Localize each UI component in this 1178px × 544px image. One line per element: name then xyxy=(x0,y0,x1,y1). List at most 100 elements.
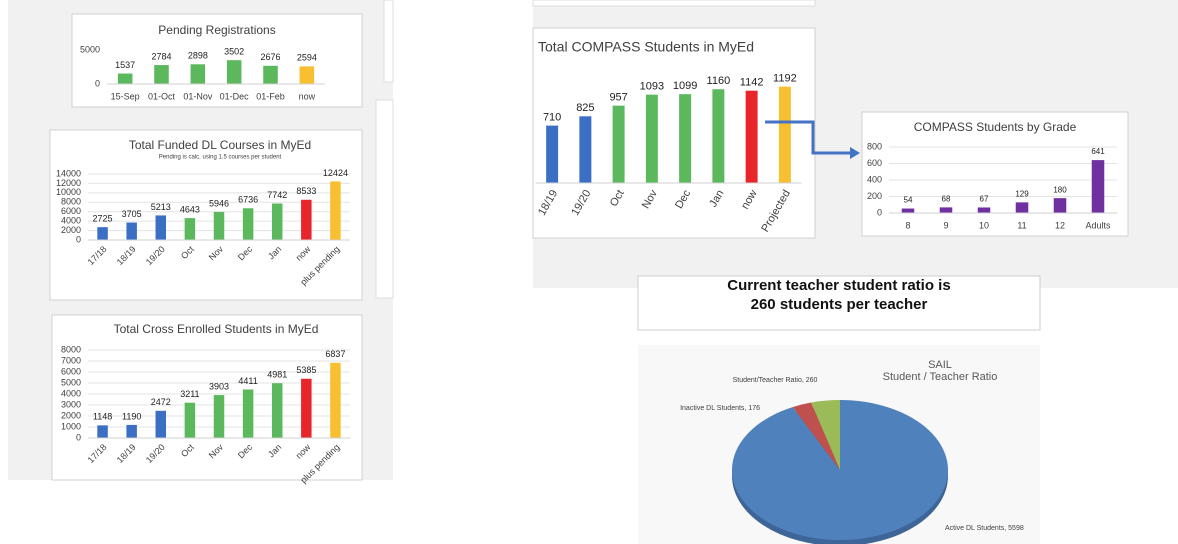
bar xyxy=(263,65,278,84)
y-tick-label: 6000 xyxy=(61,206,81,216)
x-tick-label: 01-Feb xyxy=(256,91,285,101)
chart-title: COMPASS Students by Grade xyxy=(914,120,1077,134)
bar xyxy=(579,116,592,183)
value-label: 54 xyxy=(904,196,913,205)
slice-label: Inactive DL Students, 176 xyxy=(680,405,760,412)
y-tick-label: 6000 xyxy=(61,366,81,376)
arrow-head xyxy=(850,147,860,159)
chart-box xyxy=(71,13,363,108)
bar xyxy=(213,211,225,240)
x-tick-label: 15-Sep xyxy=(111,91,140,101)
banner-line: Current teacher student ratio is xyxy=(727,277,950,294)
bar xyxy=(154,65,169,84)
value-label: 129 xyxy=(1015,189,1029,198)
x-tick-label: 11 xyxy=(1017,220,1026,230)
bar xyxy=(213,395,225,438)
y-tick-label: 2000 xyxy=(61,410,81,420)
value-label: 2594 xyxy=(297,53,317,63)
y-tick-label: 4000 xyxy=(61,216,81,226)
bar xyxy=(612,105,625,183)
y-tick-label: 14000 xyxy=(56,168,81,178)
x-tick-label: Adults xyxy=(1085,220,1111,230)
bar xyxy=(1053,198,1067,213)
bar xyxy=(184,402,196,438)
slice-label: Active DL Students, 5598 xyxy=(945,525,1024,532)
bar xyxy=(901,208,915,213)
arrow xyxy=(765,120,850,155)
y-tick-label: 200 xyxy=(867,191,882,201)
bar xyxy=(271,203,283,240)
value-label: 8533 xyxy=(296,186,316,196)
value-label: 5385 xyxy=(296,365,316,375)
x-tick-label: 9 xyxy=(943,220,948,230)
value-label: 7742 xyxy=(267,190,287,200)
y-tick-label: 2000 xyxy=(61,225,81,235)
x-tick-label: 01-Oct xyxy=(148,91,176,101)
chart-subtitle: Pending is calc. using 1.5 courses per s… xyxy=(159,155,282,161)
bar xyxy=(242,208,254,240)
value-label: 3705 xyxy=(122,209,142,219)
chart-title: Student / Teacher Ratio xyxy=(883,371,998,383)
bar xyxy=(546,125,559,183)
y-tick-label: 0 xyxy=(76,234,81,244)
y-tick-label: 800 xyxy=(867,141,882,151)
value-label: 2676 xyxy=(260,52,280,62)
value-label: 1093 xyxy=(640,81,664,93)
value-label: 4981 xyxy=(267,370,287,380)
bar xyxy=(301,199,312,240)
value-label: 4411 xyxy=(238,376,257,386)
bar xyxy=(190,64,206,84)
pie-slice xyxy=(792,402,840,470)
bar xyxy=(301,378,312,438)
bar xyxy=(271,383,283,438)
y-tick-label: 7000 xyxy=(61,355,81,365)
bar xyxy=(97,227,108,240)
bar xyxy=(117,73,133,84)
y-tick-label: 10000 xyxy=(56,187,81,197)
y-tick-label: 8000 xyxy=(61,344,81,354)
bar xyxy=(977,207,991,213)
x-tick-label: now xyxy=(299,91,316,101)
bar xyxy=(1015,202,1029,213)
bar xyxy=(330,181,341,240)
side-box xyxy=(383,0,394,83)
bar xyxy=(1091,160,1105,213)
value-label: 1099 xyxy=(673,80,697,92)
chart-title: SAIL xyxy=(928,359,952,371)
value-label: 957 xyxy=(609,92,627,104)
charts: Pending Registrations 0 5000 1537 15-Sep 2784… xyxy=(49,13,1129,544)
y-tick-label: 0 xyxy=(95,78,100,88)
value-label: 1537 xyxy=(115,60,135,70)
y-tick-label: 0 xyxy=(877,207,882,217)
chart-title: Total Funded DL Courses in MyEd xyxy=(129,138,311,152)
x-tick-label: 01-Dec xyxy=(220,91,250,101)
value-label: 1192 xyxy=(773,73,797,85)
value-label: 1190 xyxy=(122,411,141,421)
bar xyxy=(126,222,137,240)
value-label: 2784 xyxy=(151,51,171,61)
chart-box xyxy=(861,111,1129,237)
x-tick-label: 8 xyxy=(905,220,910,230)
value-label: 1148 xyxy=(93,412,112,422)
value-label: 5213 xyxy=(151,202,171,212)
value-label: 67 xyxy=(980,195,989,204)
bar xyxy=(745,90,758,183)
y-tick-label: 5000 xyxy=(61,377,81,387)
x-tick-label: 10 xyxy=(979,220,989,230)
banner-line: 260 students per teacher xyxy=(751,296,928,313)
chart-title: Total COMPASS Students in MyEd xyxy=(538,39,754,55)
bar xyxy=(242,389,254,438)
top-strip xyxy=(532,0,816,7)
y-tick-label: 1000 xyxy=(61,421,81,431)
value-label: 4643 xyxy=(180,204,200,214)
slice-label: Student/Teacher Ratio, 260 xyxy=(733,377,818,384)
value-label: 641 xyxy=(1091,147,1105,156)
bar xyxy=(679,94,692,183)
pie-slice xyxy=(732,400,949,540)
bar xyxy=(97,425,108,438)
pie-slice xyxy=(811,400,840,470)
bar xyxy=(126,424,137,438)
bar xyxy=(184,218,196,240)
y-tick-label: 400 xyxy=(867,174,882,184)
